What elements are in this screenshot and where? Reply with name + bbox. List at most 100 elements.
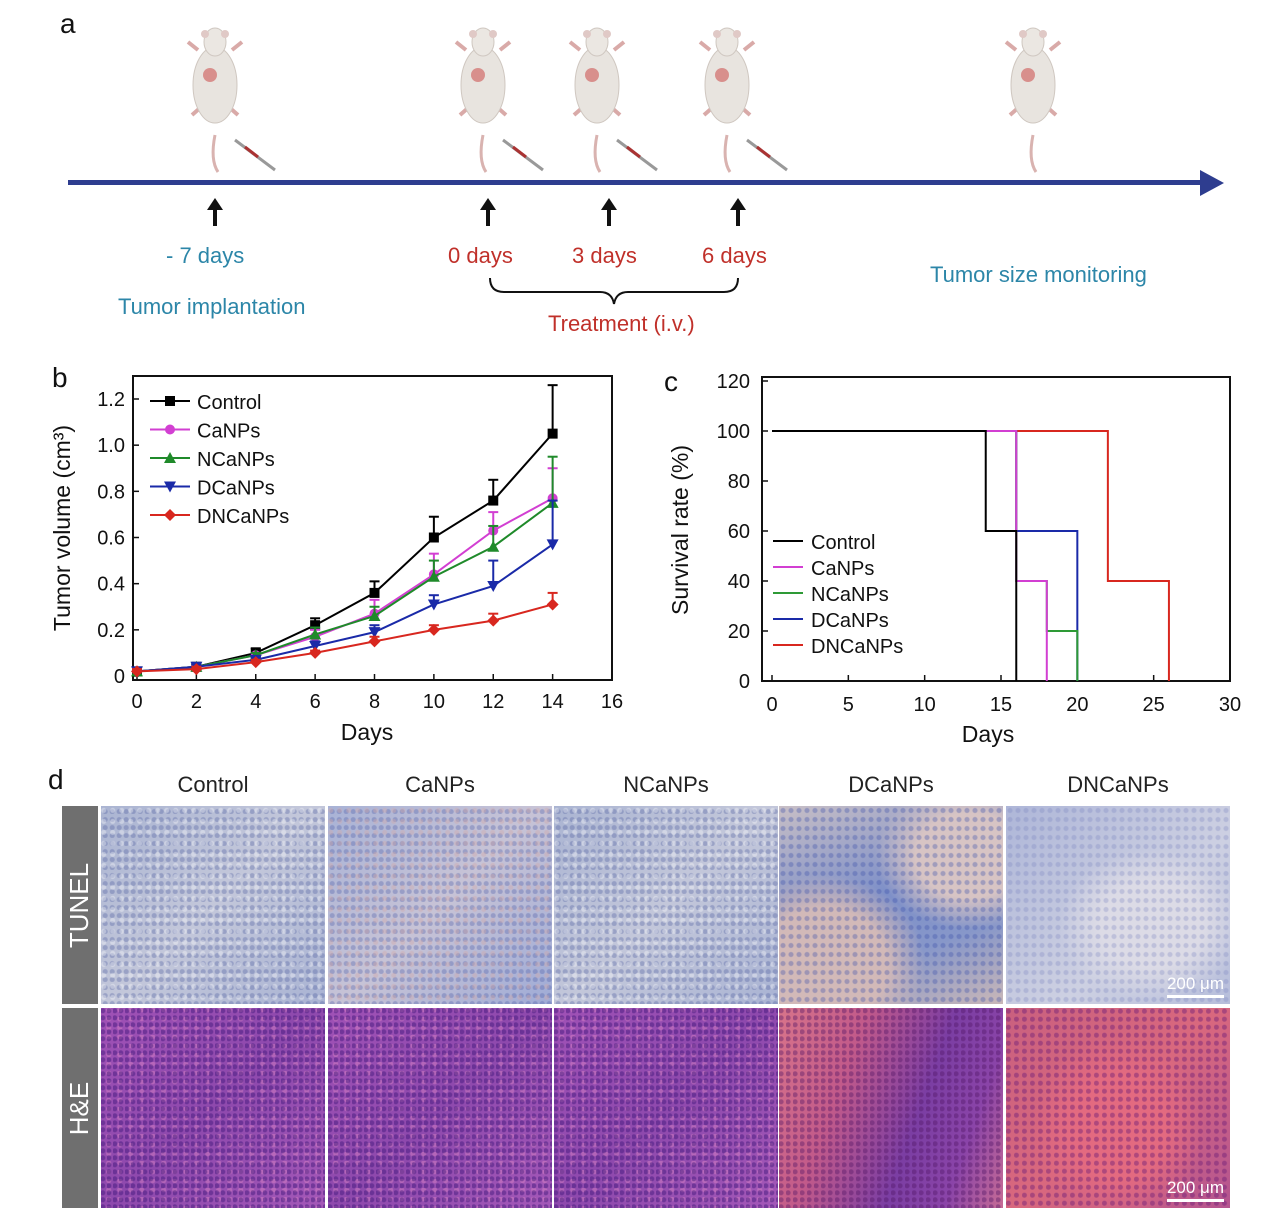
y-tick-label: 0.2: [97, 620, 125, 642]
legend-label: DCaNPs: [811, 610, 889, 632]
time-label-0: 0 days: [448, 243, 513, 268]
series-line: [136, 543, 554, 673]
plot-frame: [761, 376, 1231, 682]
survival-chart: 0 5 10 15 20 25 30 0 20 40 60 80 100 120 Days Survival …: [667, 371, 1241, 747]
y-tick-label: 0: [114, 666, 125, 688]
x-tick-label: 0: [766, 694, 777, 716]
scale-bar-label: 200 μm: [1166, 974, 1224, 993]
x-tick-label: 0: [131, 691, 142, 713]
x-tick-label: 25: [1143, 694, 1165, 716]
legend-marker: [164, 509, 176, 521]
x-tick-label: 14: [542, 691, 564, 713]
he-micrograph: [779, 1008, 1003, 1208]
he-micrograph: [328, 1008, 552, 1208]
data-point: [368, 635, 381, 648]
panel-label-c: c: [664, 366, 678, 397]
implantation-label: Tumor implantation: [118, 294, 306, 319]
data-point: [428, 532, 439, 543]
up-arrow-icon: [601, 198, 617, 226]
data-point: [487, 540, 500, 552]
tunel-micrograph: [554, 806, 778, 1004]
tunel-micrograph: [101, 806, 325, 1004]
data-point: [309, 646, 322, 659]
series-ncanps: [131, 455, 559, 677]
timeline-arrowhead-icon: [1200, 170, 1224, 196]
mouse-illustration: [568, 27, 658, 173]
column-label: Control: [177, 772, 249, 797]
data-point: [547, 428, 558, 439]
time-label-minus7: - 7 days: [166, 243, 245, 268]
tunel-micrograph: [328, 806, 552, 1004]
data-point: [546, 598, 559, 611]
scale-bar: 200 μm: [1166, 1178, 1224, 1202]
legend-marker: [164, 481, 176, 493]
row-label-text: TUNEL: [64, 862, 95, 948]
x-tick-label: 12: [482, 691, 504, 713]
x-tick-label: 10: [914, 694, 936, 716]
x-tick-label: 10: [423, 691, 445, 713]
y-axis-label: Tumor volume (cm³): [49, 425, 75, 631]
column-label: NCaNPs: [623, 772, 709, 797]
y-tick-label: 0.6: [97, 528, 125, 550]
series-dncanps: [131, 591, 559, 678]
data-point: [309, 640, 322, 652]
panel-label-a: a: [60, 8, 76, 39]
data-point: [427, 599, 440, 611]
column-label: CaNPs: [405, 772, 475, 797]
x-tick-label: 30: [1219, 694, 1241, 716]
survival-step-control: [772, 430, 1018, 681]
tunel-micrograph: 200 μm: [1006, 806, 1230, 1004]
legend-label: DNCaNPs: [197, 506, 289, 528]
series-line: [136, 603, 553, 673]
data-point: [368, 609, 381, 621]
data-point: [131, 665, 143, 678]
x-tick-label: 6: [310, 691, 321, 713]
legend-label: NCaNPs: [811, 584, 889, 606]
y-tick-label: 1.0: [97, 435, 125, 457]
data-point: [427, 623, 440, 636]
scale-bar-line: [1166, 1199, 1224, 1202]
legend-label: Control: [197, 392, 261, 414]
y-tick-label: 120: [717, 371, 750, 393]
he-micrograph: [554, 1008, 778, 1208]
legend-marker: [165, 424, 175, 435]
y-tick-label: 0.8: [97, 481, 125, 503]
legend-marker: [165, 396, 175, 406]
up-arrow-icon: [207, 198, 223, 226]
mouse-illustration: [186, 27, 276, 173]
tunel-micrograph: [779, 806, 1003, 1004]
tumor-volume-chart: 0 2 4 6 8 10 12 14 16 0 0.2 0.4 0.6 0.8 1.0 1.2 Days Tumo…: [49, 375, 623, 745]
y-tick-label: 0.4: [97, 574, 125, 596]
x-tick-label: 8: [369, 691, 380, 713]
y-tick-label: 60: [728, 521, 750, 543]
y-tick-label: 80: [728, 471, 750, 493]
column-label: DCaNPs: [848, 772, 934, 797]
timeline-axis: [68, 180, 1208, 185]
x-tick-label: 5: [843, 694, 854, 716]
data-point: [487, 580, 500, 592]
panel-label-b: b: [52, 362, 68, 393]
scale-bar-line: [1166, 995, 1224, 998]
legend-label: DCaNPs: [197, 478, 275, 500]
data-point: [310, 620, 321, 631]
scale-bar-label: 200 μm: [1166, 1178, 1224, 1197]
x-axis-label: Days: [962, 721, 1014, 747]
x-tick-label: 20: [1066, 694, 1088, 716]
mouse-illustration: [454, 27, 544, 173]
row-label: H&E: [62, 1008, 98, 1208]
mouse-illustration: [698, 27, 788, 173]
treatment-label: Treatment (i.v.): [548, 311, 695, 336]
y-tick-label: 1.2: [97, 389, 125, 411]
treatment-brace: [489, 277, 739, 305]
x-tick-label: 4: [250, 691, 261, 713]
mouse-illustration: [1004, 27, 1062, 173]
x-tick-label: 15: [990, 694, 1012, 716]
y-axis-label: Survival rate (%): [667, 445, 693, 615]
time-label-3: 3 days: [572, 243, 637, 268]
up-arrow-icon: [480, 198, 496, 226]
data-point: [309, 628, 322, 640]
legend-label: CaNPs: [197, 421, 260, 443]
data-point: [427, 570, 440, 582]
legend-marker: [164, 452, 176, 463]
